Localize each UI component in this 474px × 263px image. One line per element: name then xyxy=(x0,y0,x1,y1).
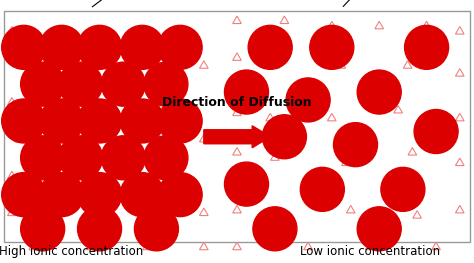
Text: Direction of Diffusion: Direction of Diffusion xyxy=(162,96,312,109)
Text: High ionic concentration: High ionic concentration xyxy=(0,245,143,258)
Circle shape xyxy=(120,25,164,69)
Circle shape xyxy=(120,99,164,143)
Circle shape xyxy=(334,123,377,167)
Circle shape xyxy=(357,70,401,114)
Circle shape xyxy=(40,173,83,217)
Circle shape xyxy=(144,136,188,180)
Circle shape xyxy=(2,99,46,143)
Text: Diffusant: Diffusant xyxy=(92,0,152,7)
Circle shape xyxy=(78,207,121,251)
Circle shape xyxy=(405,25,448,69)
Circle shape xyxy=(263,115,306,159)
Circle shape xyxy=(225,162,268,206)
Circle shape xyxy=(78,25,121,69)
Text: Diffusing medium: Diffusing medium xyxy=(310,0,420,7)
Circle shape xyxy=(144,62,188,106)
Circle shape xyxy=(59,136,102,180)
Circle shape xyxy=(135,207,178,251)
Circle shape xyxy=(414,109,458,154)
Circle shape xyxy=(21,207,64,251)
Circle shape xyxy=(248,25,292,69)
Circle shape xyxy=(40,25,83,69)
Text: Low ionic concentration: Low ionic concentration xyxy=(300,245,440,258)
Circle shape xyxy=(101,62,145,106)
Circle shape xyxy=(21,62,64,106)
Circle shape xyxy=(2,173,46,217)
Circle shape xyxy=(2,25,46,69)
Circle shape xyxy=(59,62,102,106)
Circle shape xyxy=(40,99,83,143)
Circle shape xyxy=(286,78,330,122)
FancyArrow shape xyxy=(204,126,270,148)
Circle shape xyxy=(21,136,64,180)
Circle shape xyxy=(101,136,145,180)
Circle shape xyxy=(158,25,202,69)
Circle shape xyxy=(78,173,121,217)
Circle shape xyxy=(78,99,121,143)
Circle shape xyxy=(310,25,354,69)
Circle shape xyxy=(158,173,202,217)
Circle shape xyxy=(381,167,425,211)
Circle shape xyxy=(120,173,164,217)
Circle shape xyxy=(158,99,202,143)
Bar xyxy=(4,11,470,242)
Circle shape xyxy=(253,207,297,251)
Circle shape xyxy=(301,167,344,211)
Circle shape xyxy=(357,207,401,251)
Circle shape xyxy=(225,70,268,114)
